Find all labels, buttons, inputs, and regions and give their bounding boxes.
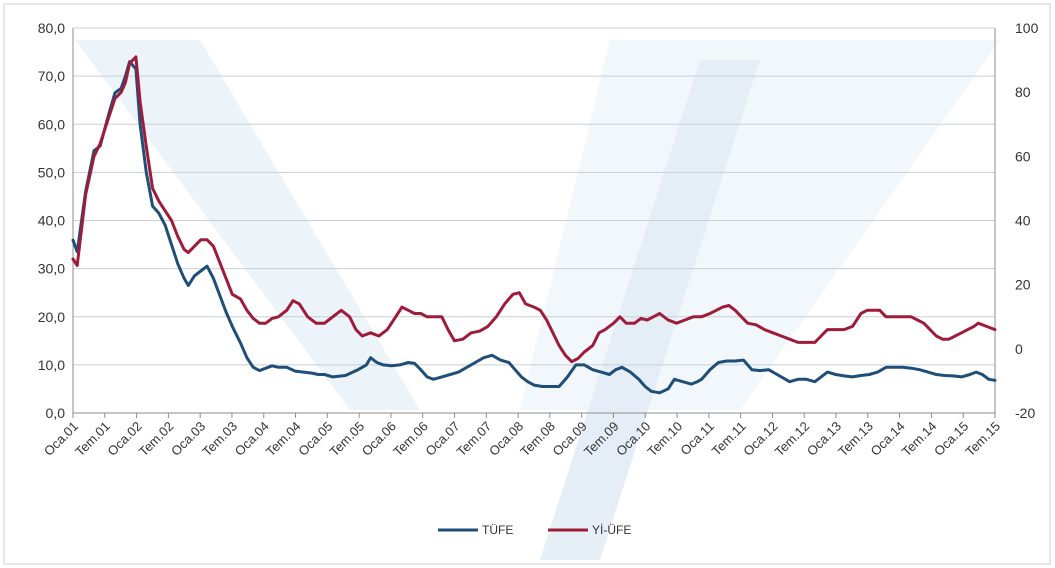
y-tick-label: 10,0 bbox=[38, 357, 65, 373]
y-tick-label: 60,0 bbox=[38, 116, 65, 132]
y-tick-label: 50,0 bbox=[38, 164, 65, 180]
series-line-1 bbox=[71, 60, 997, 395]
y2-tick-label: 40 bbox=[1015, 213, 1031, 229]
y2-tick-label: 60 bbox=[1015, 148, 1031, 164]
legend: TÜFE Yİ-ÜFE bbox=[438, 523, 631, 537]
y-tick-label: 70,0 bbox=[38, 68, 65, 84]
chart-frame bbox=[3, 3, 1051, 565]
legend-label-1: TÜFE bbox=[482, 523, 513, 537]
y2-tick-label: 80 bbox=[1015, 84, 1031, 100]
y-tick-label: 80,0 bbox=[38, 20, 65, 36]
y2-tick-label: 0 bbox=[1015, 341, 1023, 357]
series-line-2 bbox=[71, 55, 997, 364]
y2-tick-label: 100 bbox=[1015, 20, 1039, 36]
y-tick-label: 40,0 bbox=[38, 213, 65, 229]
y-tick-label: 0,0 bbox=[46, 405, 66, 421]
y2-tick-label: -20 bbox=[1015, 405, 1035, 421]
y-tick-label: 30,0 bbox=[38, 261, 65, 277]
y-axis-left: 0,0 10,0 20,0 30,0 40,0 50,0 60,0 70,0 80,0 bbox=[38, 20, 74, 421]
y-axis-right: -20 0 20 40 60 80 100 bbox=[994, 20, 1039, 421]
series-group bbox=[71, 55, 997, 395]
y-tick-label: 20,0 bbox=[38, 309, 65, 325]
y2-tick-label: 20 bbox=[1015, 277, 1031, 293]
legend-label-2: Yİ-ÜFE bbox=[592, 523, 631, 537]
